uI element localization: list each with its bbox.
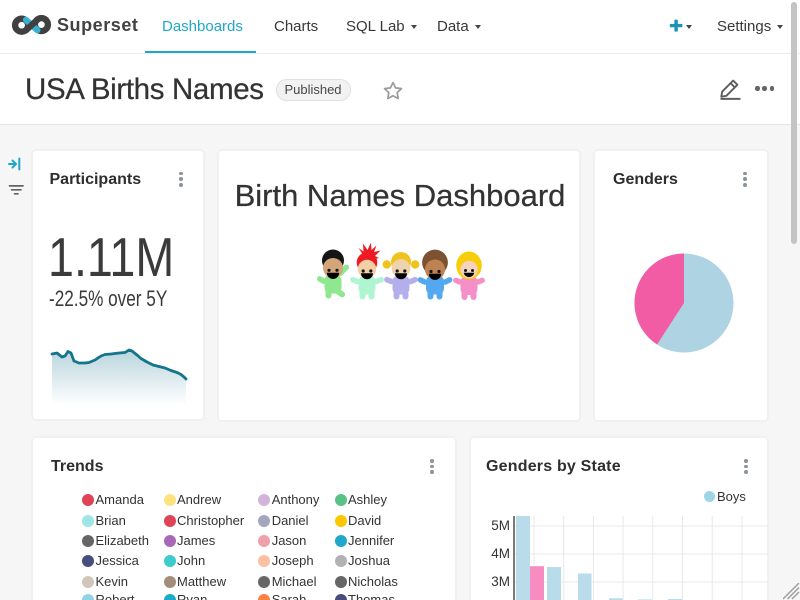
svg-text:5M: 5M <box>491 518 510 533</box>
svg-text:4M: 4M <box>491 546 510 561</box>
svg-text:3M: 3M <box>491 574 510 589</box>
